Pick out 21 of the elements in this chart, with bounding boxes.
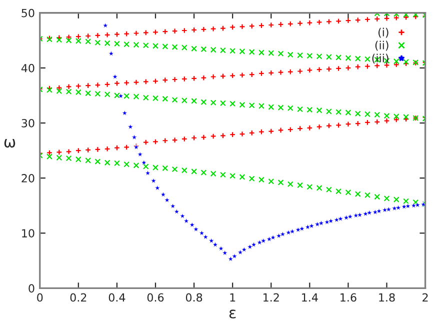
y-tick-label: 10 xyxy=(22,229,34,238)
x-tick-label: 1 xyxy=(230,293,236,302)
y-tick-label: 40 xyxy=(21,64,34,72)
legend-label: (i) xyxy=(378,28,388,38)
x-tick-label: 2 xyxy=(422,293,428,302)
y-tick-label: 50 xyxy=(22,8,34,18)
x-axis-title: ε xyxy=(229,310,236,318)
y-tick-label: 0 xyxy=(28,284,34,293)
y-axis-title: ω xyxy=(4,139,16,148)
y-tick-label: 30 xyxy=(22,118,34,128)
x-tick-label: 1.6 xyxy=(340,293,356,302)
x-tick-label: 1.2 xyxy=(264,293,279,302)
x-tick-label: 1.8 xyxy=(379,293,395,302)
x-tick-label: 0.8 xyxy=(186,293,202,302)
x-tick-label: 0.4 xyxy=(108,293,126,302)
x-tick-label: 0 xyxy=(37,293,43,302)
legend-label: (ii) xyxy=(375,40,388,51)
x-tick-label: 0.2 xyxy=(70,293,86,302)
x-tick-label: 1.4 xyxy=(302,293,318,302)
x-tick-label: 0.6 xyxy=(147,293,164,302)
y-tick-label: 20 xyxy=(22,174,34,182)
